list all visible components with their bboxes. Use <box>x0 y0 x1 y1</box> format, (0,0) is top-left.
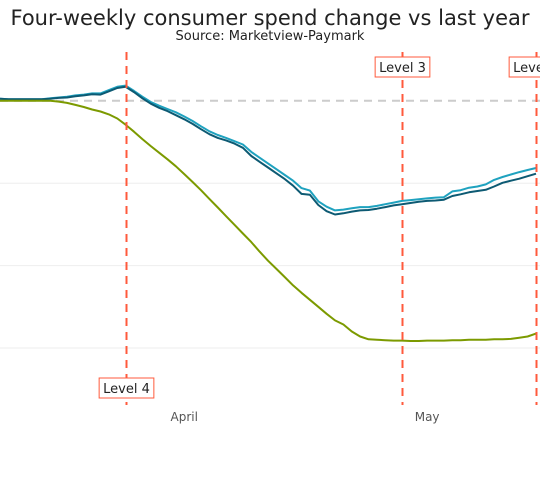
chart-title: Four-weekly consumer spend change vs las… <box>10 6 530 30</box>
level-labels: Level 4 Level 3 Level 2 <box>98 56 540 399</box>
series-line-1 <box>0 84 537 212</box>
level-label-box <box>98 377 155 399</box>
level-label: Level 2 <box>508 56 540 78</box>
level-label-text: Level 4 <box>103 382 150 397</box>
level-label: Level 4 <box>98 377 155 399</box>
chart-subtitle: Source: Marketview-Paymark <box>175 29 365 44</box>
x-tick-label: May <box>415 410 440 424</box>
series-line-3 <box>0 99 537 342</box>
level-label-box <box>508 56 540 78</box>
level-label-text: Level 2 <box>513 61 540 76</box>
level-markers <box>125 52 538 405</box>
level-label: Level 3 <box>374 56 431 78</box>
grid-lines <box>0 182 540 349</box>
series-lines <box>0 84 537 342</box>
level-label-text: Level 3 <box>379 61 426 76</box>
x-axis-ticks: April May <box>171 410 440 424</box>
series-line-2 <box>0 85 537 216</box>
x-tick-label: April <box>171 410 198 424</box>
level-label-box <box>374 56 431 78</box>
